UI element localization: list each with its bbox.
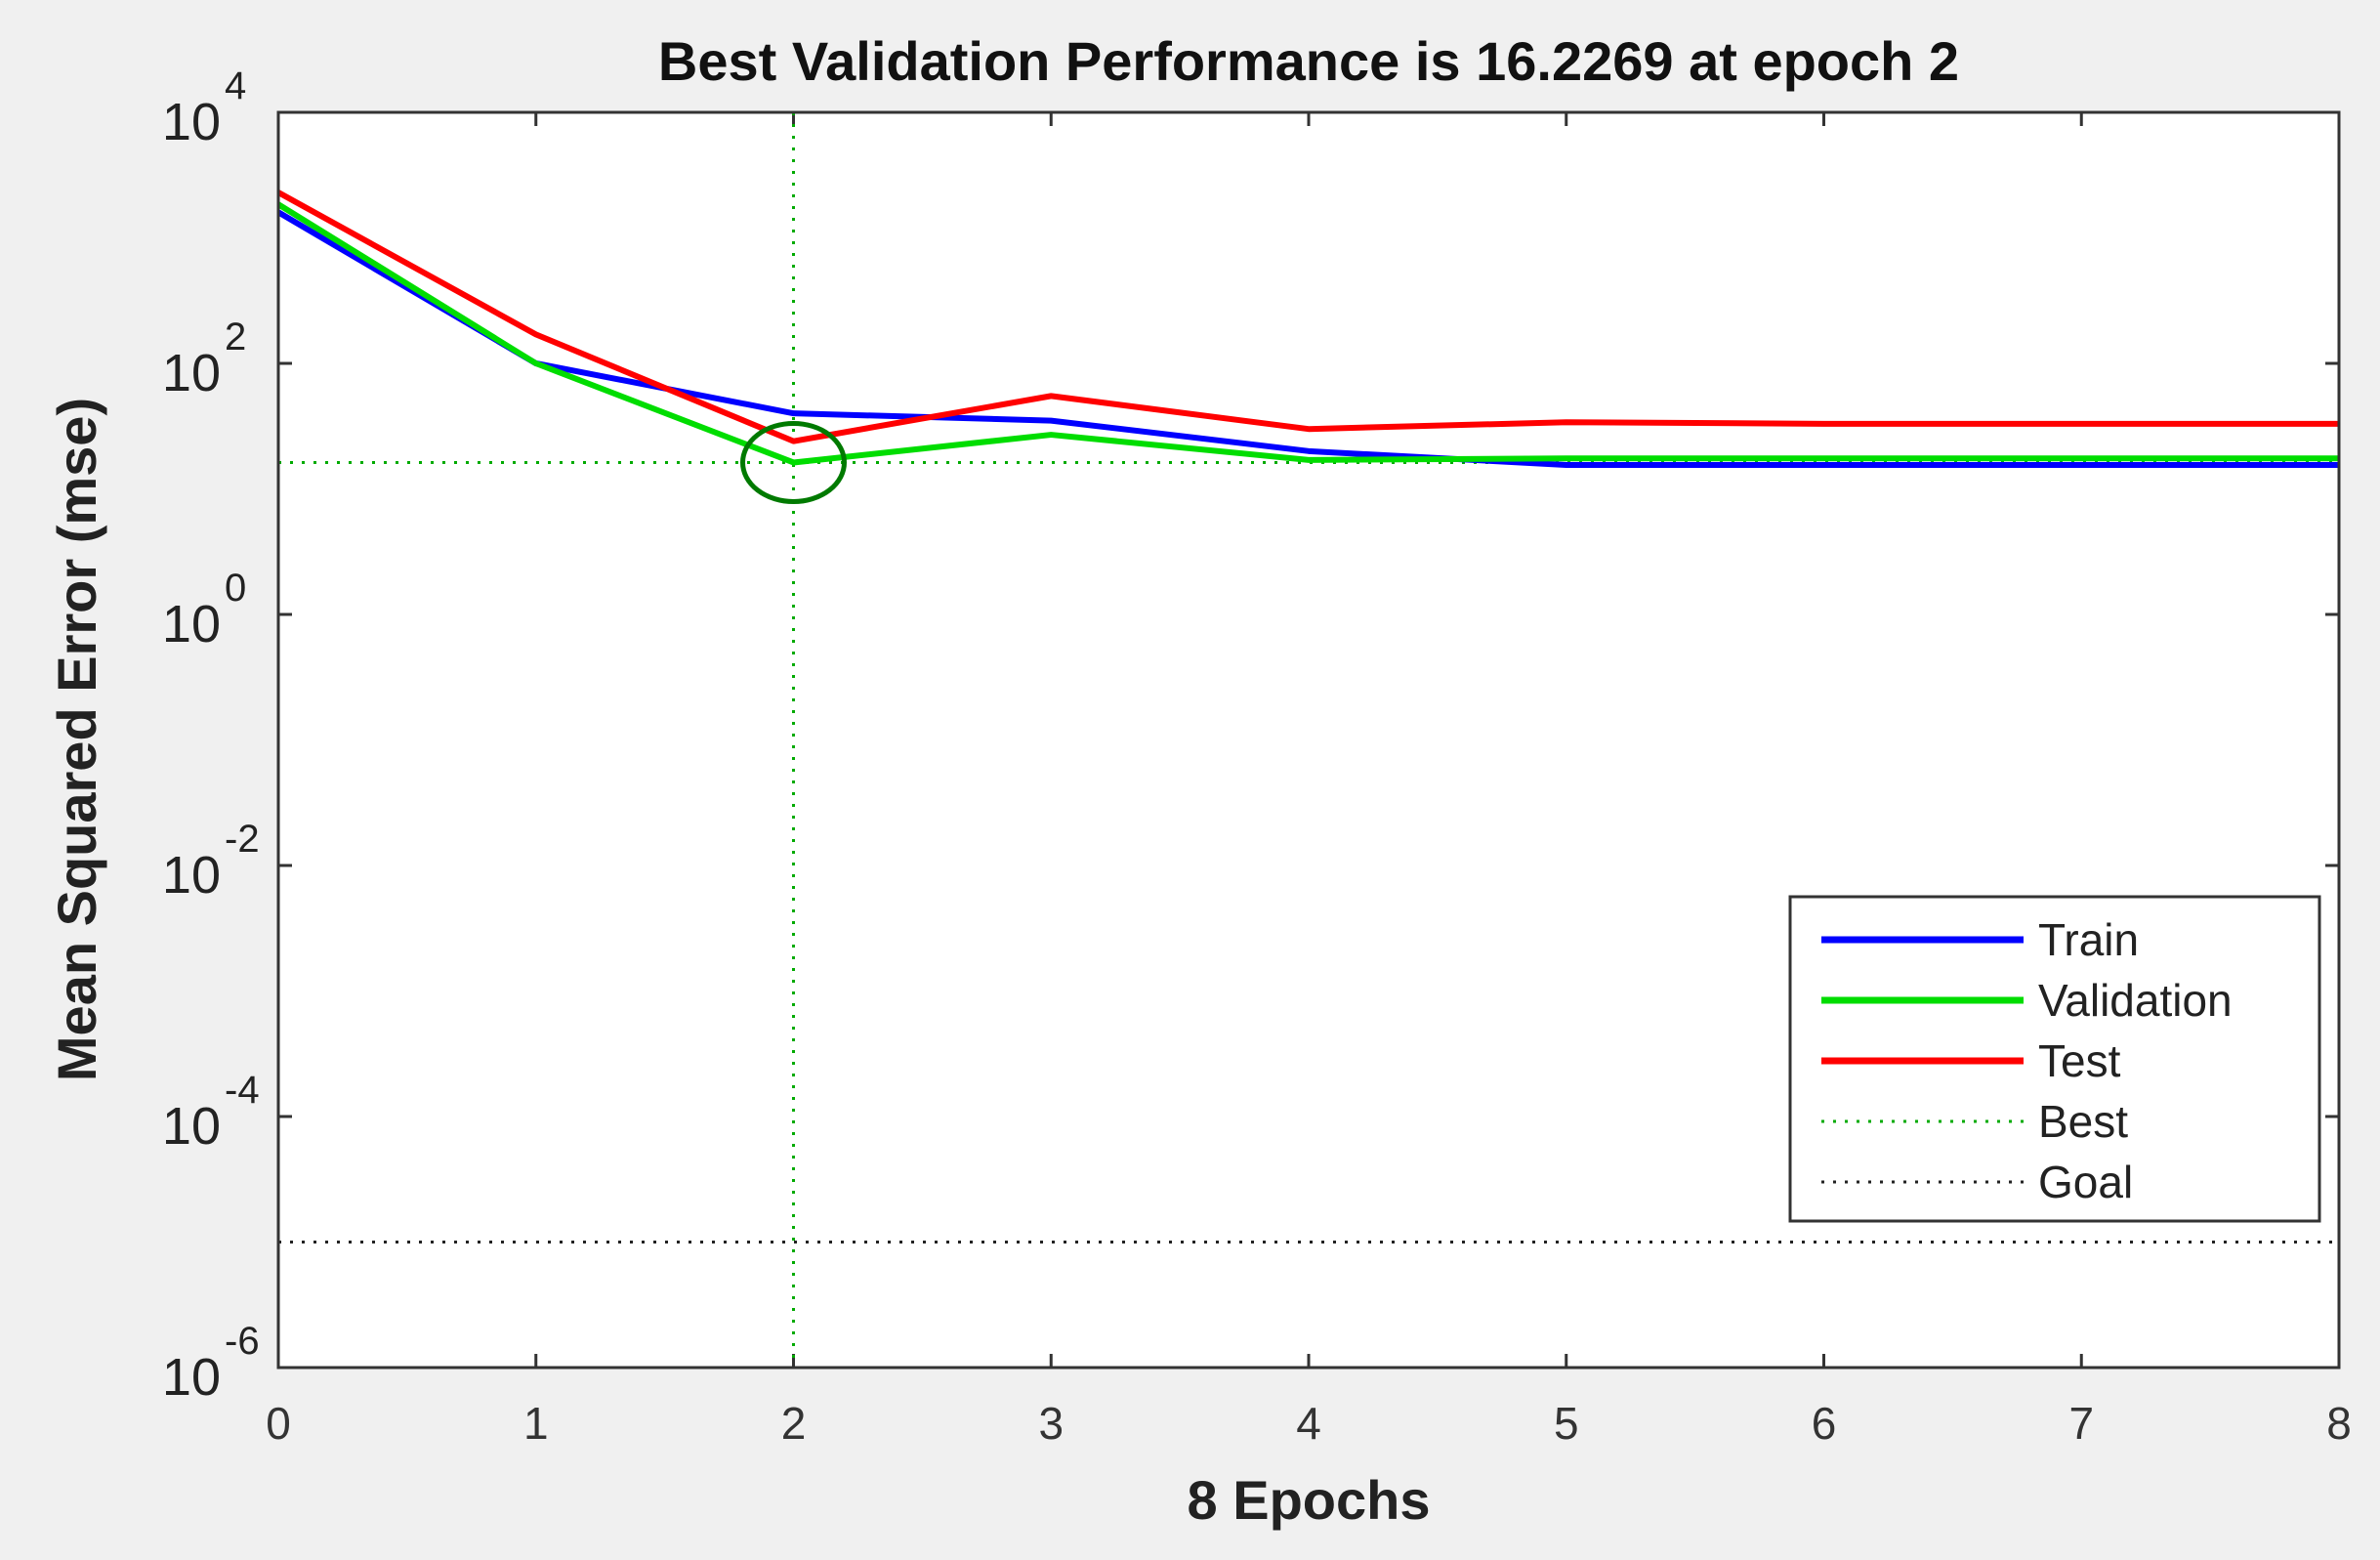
x-tick-label: 7 <box>2068 1398 2094 1449</box>
y-tick-exponent: -2 <box>225 818 260 861</box>
y-tick-base: 10 <box>162 344 221 402</box>
y-axis-label: Mean Squared Error (mse) <box>46 398 107 1081</box>
x-tick-label: 0 <box>266 1398 291 1449</box>
y-tick-base: 10 <box>162 1348 221 1407</box>
x-tick-label: 4 <box>1296 1398 1321 1449</box>
legend-label-validation: Validation <box>2038 975 2233 1026</box>
y-tick-exponent: 4 <box>225 64 246 107</box>
y-tick-base: 10 <box>162 846 221 905</box>
x-tick-label: 2 <box>781 1398 807 1449</box>
x-tick-label: 5 <box>1554 1398 1579 1449</box>
x-axis-ticks: 0 1 2 3 4 5 6 7 8 <box>266 112 2352 1449</box>
best-epoch-circle-marker <box>740 420 847 504</box>
legend-label-train: Train <box>2038 914 2139 965</box>
series-layer <box>276 190 2340 469</box>
legend: Train Validation Test Best Goal <box>1788 895 2321 1223</box>
x-axis-label: 8 Epochs <box>1188 1469 1431 1531</box>
y-tick-exponent: 0 <box>225 567 246 610</box>
y-tick-exponent: -6 <box>225 1320 260 1363</box>
x-tick-label: 8 <box>2326 1398 2352 1449</box>
legend-label-goal: Goal <box>2038 1157 2133 1207</box>
legend-label-best: Best <box>2038 1096 2128 1147</box>
plot-frame <box>276 110 2341 1370</box>
y-tick-base: 10 <box>162 1097 221 1156</box>
y-tick-base: 10 <box>162 93 221 151</box>
best-marker-layer <box>740 420 847 504</box>
y-tick-exponent: 2 <box>225 316 246 358</box>
y-tick-base: 10 <box>162 595 221 654</box>
reference-lines <box>278 112 2339 1368</box>
chart-title: Best Validation Performance is 16.2269 a… <box>658 30 1959 92</box>
legend-label-test: Test <box>2038 1035 2121 1086</box>
x-tick-label: 3 <box>1038 1398 1064 1449</box>
x-tick-label: 1 <box>523 1398 549 1449</box>
y-tick-exponent: -4 <box>225 1069 260 1112</box>
x-tick-label: 6 <box>1812 1398 1837 1449</box>
